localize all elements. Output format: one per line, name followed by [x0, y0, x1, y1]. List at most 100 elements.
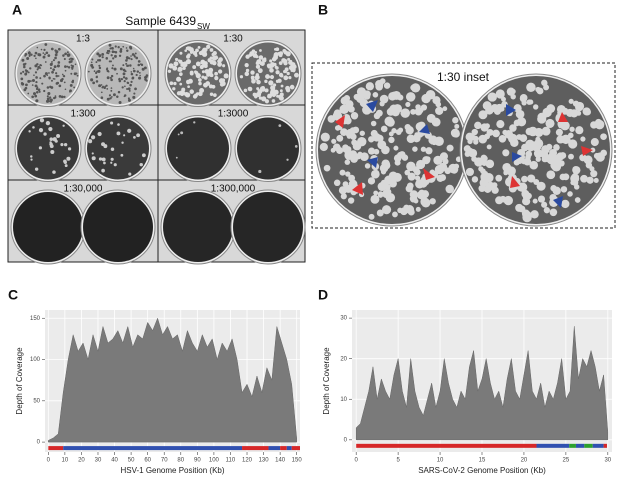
x-tick-label: 25	[563, 458, 570, 464]
plaque	[343, 94, 351, 102]
plaque	[35, 76, 38, 79]
plaque	[186, 46, 190, 49]
y-tick-label: 0	[344, 437, 348, 443]
plaque	[392, 211, 398, 218]
plaque	[36, 91, 39, 94]
plaque	[34, 51, 38, 55]
plaque	[421, 198, 431, 208]
genome-segment	[575, 443, 585, 448]
plaque	[46, 97, 50, 101]
plaque	[550, 160, 560, 170]
plaque	[62, 74, 66, 78]
plaque	[97, 59, 100, 62]
plaque	[54, 53, 58, 57]
plaque	[278, 61, 283, 65]
red-arrow	[581, 146, 593, 156]
blue-arrow	[419, 124, 430, 134]
plaque	[345, 171, 351, 177]
plaque	[37, 88, 41, 92]
plaque	[435, 106, 444, 115]
plaque	[106, 69, 110, 73]
plaque	[516, 156, 524, 164]
plaque	[286, 158, 289, 161]
plaque	[130, 55, 132, 57]
plaque	[180, 63, 184, 67]
plaque	[105, 84, 108, 87]
plaque	[425, 156, 431, 162]
dilution-label: 1:300,000	[211, 184, 256, 195]
plaque	[208, 67, 214, 73]
x-tick-label: 90	[194, 458, 201, 464]
x-tick-label: 15	[479, 458, 486, 464]
plate	[167, 117, 229, 180]
plaque	[533, 104, 539, 110]
plaque	[121, 141, 124, 144]
plaque	[87, 70, 90, 73]
plaque	[56, 81, 60, 85]
plaque	[54, 65, 57, 68]
x-tick-label: 20	[521, 458, 528, 464]
plaque	[380, 125, 388, 133]
plaque	[176, 76, 182, 82]
plaque	[261, 96, 267, 102]
plaque	[260, 61, 265, 66]
plaque	[365, 82, 375, 91]
plaque	[44, 53, 46, 56]
plaque	[271, 99, 276, 103]
plaque	[251, 49, 256, 53]
plaque	[333, 109, 342, 117]
blue-arrow	[553, 196, 563, 208]
plaque	[112, 64, 114, 67]
plaque	[363, 90, 371, 99]
plaque	[97, 131, 102, 137]
plaque	[182, 62, 188, 68]
plaque	[32, 126, 35, 129]
plaque	[40, 48, 43, 51]
plaque	[339, 104, 349, 115]
plaque	[509, 124, 517, 132]
plaque	[275, 70, 280, 75]
inset-title: 1:30 inset	[437, 70, 490, 84]
plaque	[503, 195, 513, 206]
plaque	[595, 118, 603, 126]
plaque	[218, 57, 223, 62]
plaque	[55, 72, 58, 75]
plaque	[90, 61, 93, 64]
plaque	[482, 170, 489, 177]
plaque	[379, 94, 389, 104]
plaque	[585, 162, 593, 169]
plaque	[28, 54, 31, 57]
plaque	[414, 107, 423, 116]
plaque	[294, 72, 299, 78]
plaque	[294, 145, 298, 148]
plaque	[174, 57, 179, 61]
plaque	[111, 50, 115, 53]
plaque	[555, 128, 563, 136]
plaque	[74, 63, 77, 66]
plaque	[132, 69, 136, 73]
plate	[83, 192, 153, 262]
plaque	[69, 89, 72, 93]
plaque	[132, 67, 135, 70]
plaque	[187, 53, 191, 57]
x-tick-label: 50	[128, 458, 135, 464]
plaque	[44, 61, 47, 63]
plaque	[484, 133, 491, 140]
plaque	[133, 135, 136, 139]
plaque	[129, 83, 132, 87]
plaque	[122, 76, 126, 79]
plaque	[179, 72, 183, 76]
plaque	[51, 70, 54, 74]
plaque	[23, 65, 26, 69]
plaque	[127, 81, 130, 85]
plaque	[342, 181, 349, 188]
plaque	[176, 91, 182, 96]
plaque	[203, 76, 208, 80]
plaque	[492, 129, 500, 138]
plaque	[410, 108, 416, 115]
plaque	[341, 128, 348, 135]
y-tick-label: 20	[340, 356, 347, 362]
plaque	[258, 169, 262, 174]
plaque	[27, 79, 31, 83]
x-tick-label: 130	[259, 458, 270, 464]
